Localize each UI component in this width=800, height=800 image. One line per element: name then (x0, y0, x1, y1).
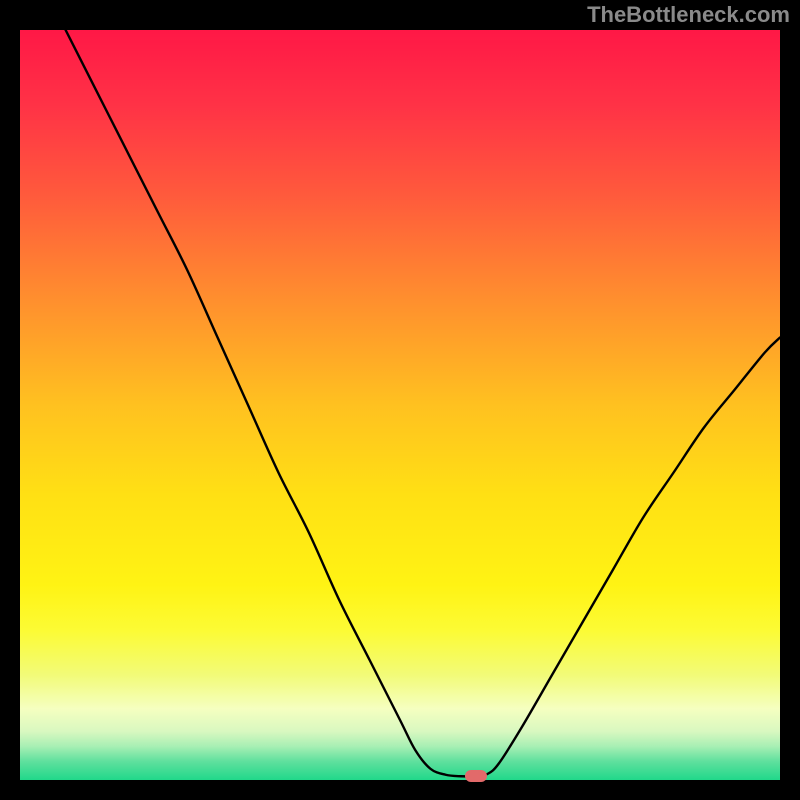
watermark-label: TheBottleneck.com (587, 2, 790, 28)
plot-area (20, 30, 780, 780)
chart-frame: TheBottleneck.com (0, 0, 800, 800)
bottleneck-curve (20, 30, 780, 780)
optimal-marker (465, 770, 487, 782)
